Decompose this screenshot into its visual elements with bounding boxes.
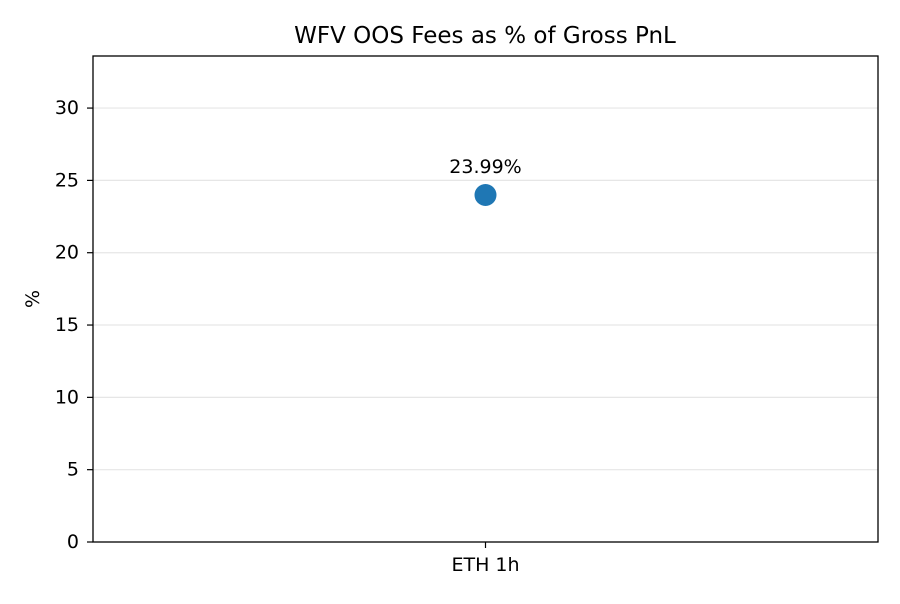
- y-tick-label: 30: [55, 97, 79, 119]
- y-tick-label: 25: [55, 169, 79, 191]
- gridlines: [93, 107, 878, 471]
- y-tick-label: 5: [67, 459, 79, 481]
- x-tick-label: ETH 1h: [451, 554, 519, 576]
- y-tick-label: 15: [55, 314, 79, 336]
- y-tick-label: 0: [67, 531, 79, 553]
- data-label: 23.99%: [449, 156, 521, 178]
- data-point: [474, 184, 497, 207]
- y-tick-label: 20: [55, 242, 79, 264]
- y-axis: 0 5 10 15 20 25 30: [55, 97, 93, 553]
- data-marks: 23.99%: [449, 156, 522, 207]
- chart-title: WFV OOS Fees as % of Gross PnL: [294, 23, 676, 49]
- y-tick-label: 10: [55, 386, 79, 408]
- x-axis: ETH 1h: [451, 542, 520, 576]
- y-axis-label: %: [22, 290, 44, 308]
